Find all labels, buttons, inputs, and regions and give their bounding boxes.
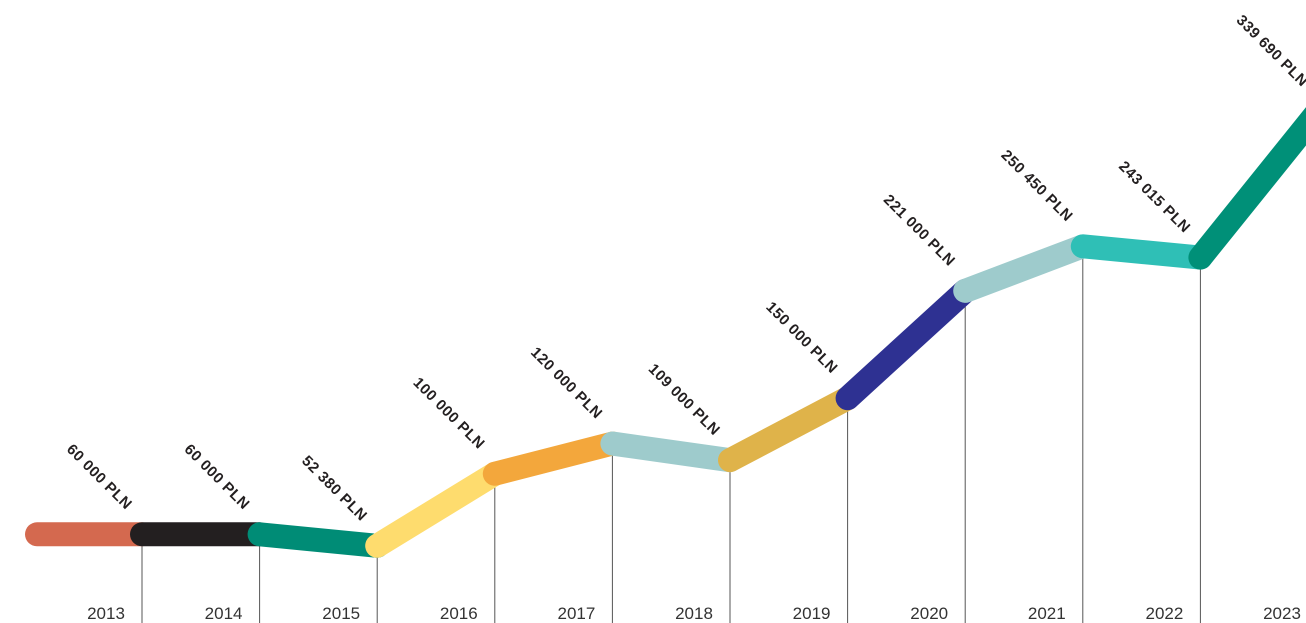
value-label: 243 015 PLN (1115, 158, 1193, 236)
value-label: 120 000 PLN (527, 344, 605, 422)
x-tick-label: 2013 (87, 604, 125, 623)
x-tick-label: 2021 (1028, 604, 1066, 623)
line-segment (482, 431, 625, 486)
line-segment (1188, 107, 1306, 270)
x-tick-label: 2022 (1145, 604, 1183, 623)
line-segment (247, 522, 390, 558)
line-segments (25, 107, 1306, 558)
x-tick-label: 2015 (322, 604, 360, 623)
value-label: 339 690 PLN (1233, 12, 1306, 90)
line-segment (1070, 234, 1213, 270)
line-segment (600, 431, 742, 473)
line-segment (365, 461, 507, 558)
value-label: 150 000 PLN (762, 299, 840, 377)
x-tick-label: 2018 (675, 604, 713, 623)
guides (141, 246, 1201, 623)
value-label: 60 000 PLN (63, 441, 135, 513)
x-tick-label: 2023 (1263, 604, 1301, 623)
x-tick-label: 2017 (557, 604, 595, 623)
line-segment (835, 278, 978, 411)
value-label: 52 380 PLN (298, 452, 370, 524)
value-label: 250 450 PLN (998, 147, 1076, 225)
line-segment (718, 386, 860, 473)
x-tick-label: 2020 (910, 604, 948, 623)
value-label: 109 000 PLN (645, 361, 723, 439)
value-label: 221 000 PLN (880, 191, 958, 269)
line-segment (953, 234, 1095, 303)
value-label: 60 000 PLN (181, 441, 253, 513)
x-tick-label: 2014 (205, 604, 243, 623)
x-tick-label: 2016 (440, 604, 478, 623)
value-label: 100 000 PLN (410, 374, 488, 452)
x-tick-label: 2019 (793, 604, 831, 623)
